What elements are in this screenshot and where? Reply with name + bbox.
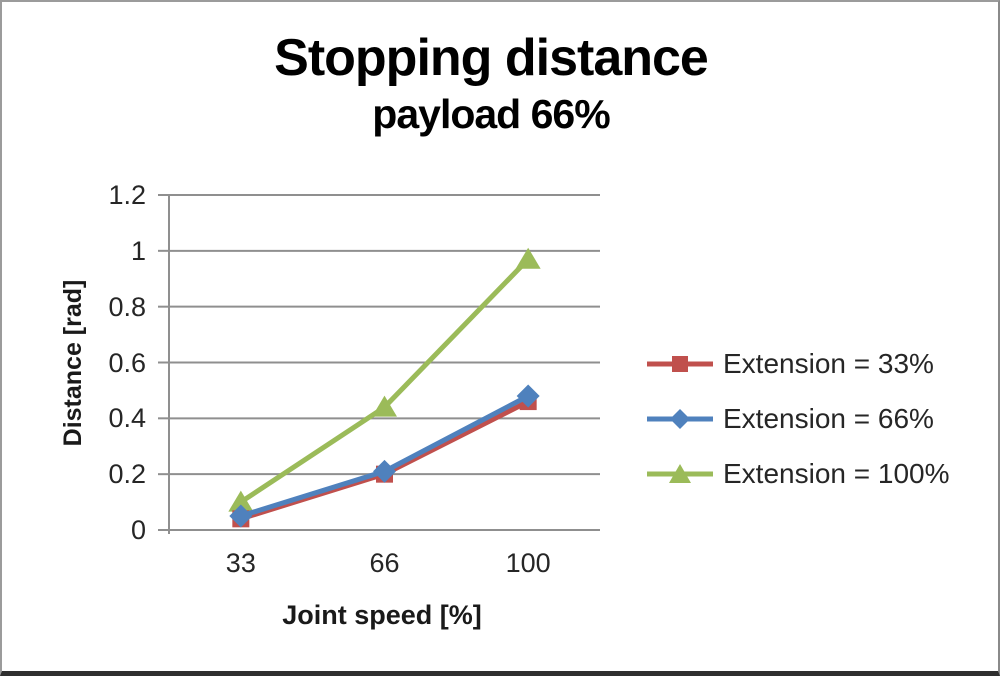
y-tick-label: 0.2 <box>108 459 146 490</box>
data-point-marker <box>372 395 397 417</box>
y-tick-label: 0.6 <box>108 347 146 378</box>
x-axis-title: Joint speed [%] <box>282 600 482 630</box>
y-tick-label: 1.2 <box>108 180 146 210</box>
y-tick-label: 0.8 <box>108 291 146 322</box>
x-tick-label: 33 <box>225 548 256 578</box>
data-point-marker <box>516 384 540 408</box>
x-tick-label: 100 <box>505 548 551 578</box>
legend-label: Extension = 33% <box>723 347 934 379</box>
chart-title: Stopping distance <box>274 29 709 87</box>
legend-label: Extension = 66% <box>723 402 934 434</box>
legend-marker-square-icon <box>647 355 713 372</box>
legend-label: Extension = 100% <box>723 457 950 489</box>
y-axis-title: Distance [rad] <box>59 279 87 447</box>
legend-item: Extension = 100% <box>646 446 950 501</box>
data-point-marker <box>228 490 254 512</box>
data-point-marker <box>373 459 396 483</box>
x-tick-label: 66 <box>369 548 400 578</box>
legend-marker-diamond-icon <box>647 408 713 429</box>
data-point-marker <box>229 504 253 528</box>
legend-item: Extension = 33% <box>646 336 950 391</box>
y-tick-label: 0 <box>130 515 146 545</box>
data-point-marker <box>515 247 541 269</box>
y-tick-label: 1 <box>130 235 146 266</box>
y-tick-label: 0.4 <box>108 403 146 434</box>
legend-item: Extension = 66% <box>646 391 950 446</box>
chart-subtitle: payload 66% <box>372 91 610 137</box>
legend: Extension = 33% Extension = 66% Extension … <box>646 336 950 501</box>
legend-marker-triangle-icon <box>647 463 713 483</box>
